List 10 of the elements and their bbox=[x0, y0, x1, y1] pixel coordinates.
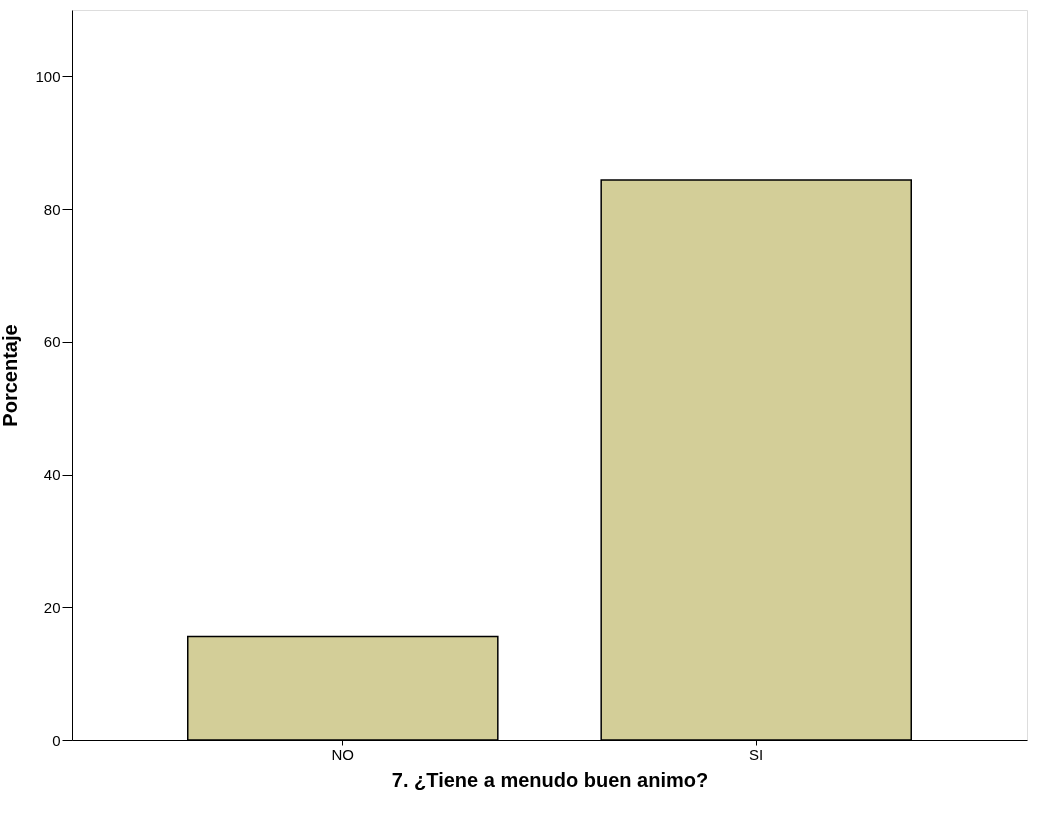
x-tick-label: NO bbox=[331, 745, 355, 763]
y-tick-label: 80 bbox=[43, 200, 61, 218]
x-axis-title: 7. ¿Tiene a menudo buen animo? bbox=[391, 768, 709, 791]
y-tick-label: 20 bbox=[43, 598, 61, 616]
y-tick-label: 60 bbox=[43, 333, 61, 351]
y-tick-label: 0 bbox=[52, 731, 61, 749]
y-tick-label: 100 bbox=[35, 67, 61, 85]
y-tick-label: 40 bbox=[43, 466, 61, 484]
x-tick-label: SI bbox=[749, 745, 764, 763]
y-axis-title: Porcentaje bbox=[0, 324, 22, 427]
